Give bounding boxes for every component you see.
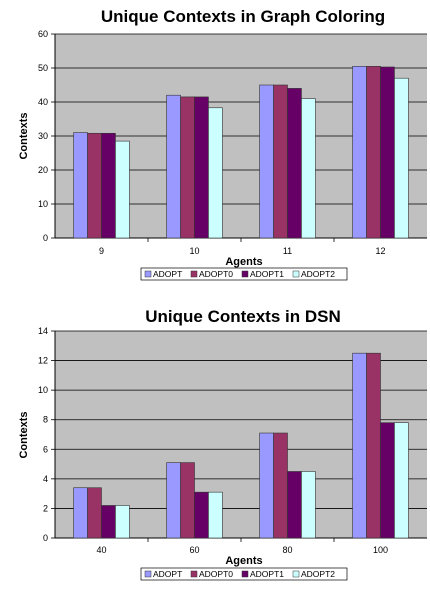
bar-adopt1 [101, 132, 116, 239]
y-tick-label: 0 [43, 233, 48, 243]
legend-label: ADOPT0 [199, 569, 233, 579]
y-tick-label: 60 [38, 29, 48, 39]
bar-adopt0 [366, 352, 381, 539]
y-tick-label: 50 [38, 63, 48, 73]
y-tick-label: 30 [38, 131, 48, 141]
bar-adopt2 [301, 471, 316, 539]
bar-adopt1 [101, 505, 116, 539]
legend-label: ADOPT0 [199, 269, 233, 279]
plot-area: 0 2 4 6 8 10 12 14 40 60 80 100 [38, 326, 427, 555]
legend-swatch [144, 570, 152, 578]
bar-adopt2 [394, 77, 409, 239]
legend: ADOPT ADOPT0 ADOPT1 ADOPT2 [140, 267, 348, 281]
x-tick-label: 10 [189, 246, 199, 256]
y-tick-label: 4 [43, 474, 48, 484]
legend-label: ADOPT2 [301, 569, 335, 579]
legend-label: ADOPT1 [250, 269, 284, 279]
x-tick-label: 12 [375, 246, 385, 256]
bar-adopt1 [287, 88, 302, 239]
bar-adopt1 [380, 422, 395, 539]
bar-adopt2 [301, 98, 316, 239]
y-tick-label: 0 [43, 533, 48, 543]
bar-adopt0 [273, 432, 288, 539]
y-tick-label: 6 [43, 444, 48, 454]
legend-label: ADOPT [153, 269, 182, 279]
x-tick-label: 60 [189, 545, 199, 555]
legend-swatch [144, 270, 152, 278]
bar-adopt2 [115, 505, 130, 539]
x-tick-label: 11 [283, 246, 292, 256]
y-tick-label: 10 [38, 199, 48, 209]
legend-swatch [190, 270, 198, 278]
bar-adopt [73, 132, 88, 239]
bar-adopt0 [87, 132, 102, 239]
x-tick-label: 100 [373, 545, 388, 555]
legend-swatch [292, 570, 300, 578]
y-tick-label: 8 [43, 415, 48, 425]
x-axis-label: Agents [225, 256, 262, 268]
chart-graph-coloring: Unique Contexts in Graph Coloring Contex… [18, 7, 427, 281]
bar-adopt0 [87, 487, 102, 539]
bar-adopt0 [273, 84, 288, 239]
y-tick-label: 12 [38, 356, 48, 366]
legend-swatch [190, 570, 198, 578]
bar-adopt0 [180, 96, 195, 239]
y-tick-label: 14 [38, 326, 48, 336]
y-axis-label: Contexts [18, 112, 30, 159]
plot-area: 0 10 20 30 40 50 60 9 10 11 12 [38, 29, 427, 256]
chart-dsn: Unique Contexts in DSN Contexts Agents 0… [18, 307, 427, 581]
bar-adopt [259, 84, 274, 239]
bar-adopt0 [366, 66, 381, 239]
legend-label: ADOPT1 [250, 569, 284, 579]
chart-title: Unique Contexts in DSN [145, 307, 341, 326]
chart-title: Unique Contexts in Graph Coloring [101, 7, 385, 26]
bar-adopt [166, 94, 181, 239]
x-tick-label: 80 [282, 545, 292, 555]
legend-label: ADOPT2 [301, 269, 335, 279]
x-tick-label: 9 [99, 246, 104, 256]
bar-adopt2 [394, 422, 409, 539]
x-axis-label: Agents [225, 555, 262, 567]
legend-swatch [241, 270, 249, 278]
bar-adopt [259, 432, 274, 539]
y-axis-label: Contexts [18, 411, 30, 458]
bar-adopt [166, 462, 181, 539]
y-tick-label: 40 [38, 97, 48, 107]
legend-swatch [241, 570, 249, 578]
x-tick-label: 40 [96, 545, 106, 555]
bar-adopt1 [380, 66, 395, 239]
legend-swatch [292, 270, 300, 278]
bar-adopt2 [208, 107, 223, 239]
y-tick-label: 20 [38, 165, 48, 175]
bar-adopt [73, 487, 88, 539]
bar-adopt [352, 352, 367, 539]
bar-adopt1 [287, 471, 302, 539]
bar-adopt2 [115, 140, 130, 239]
y-tick-label: 10 [38, 385, 48, 395]
bar-adopt2 [208, 491, 223, 539]
bar-adopt1 [194, 96, 209, 239]
y-tick-label: 2 [43, 503, 48, 513]
bar-adopt [352, 66, 367, 239]
legend-label: ADOPT [153, 569, 182, 579]
bar-adopt1 [194, 491, 209, 539]
bar-adopt0 [180, 462, 195, 539]
legend: ADOPT ADOPT0 ADOPT1 ADOPT2 [140, 567, 348, 581]
